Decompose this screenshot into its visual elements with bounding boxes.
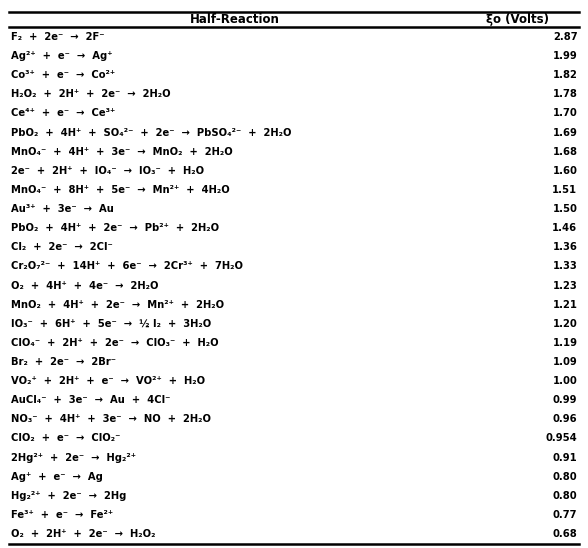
Text: ClO₂  +  e⁻  →  ClO₂⁻: ClO₂ + e⁻ → ClO₂⁻ xyxy=(11,433,120,443)
Text: Co³⁺  +  e⁻  →  Co²⁺: Co³⁺ + e⁻ → Co²⁺ xyxy=(11,70,115,80)
Text: 1.82: 1.82 xyxy=(553,70,577,80)
Text: 0.99: 0.99 xyxy=(553,395,577,405)
Text: MnO₂  +  4H⁺  +  2e⁻  →  Mn²⁺  +  2H₂O: MnO₂ + 4H⁺ + 2e⁻ → Mn²⁺ + 2H₂O xyxy=(11,300,223,310)
Text: O₂  +  4H⁺  +  4e⁻  →  2H₂O: O₂ + 4H⁺ + 4e⁻ → 2H₂O xyxy=(11,281,158,290)
Text: AuCl₄⁻  +  3e⁻  →  Au  +  4Cl⁻: AuCl₄⁻ + 3e⁻ → Au + 4Cl⁻ xyxy=(11,395,170,405)
Text: Ce⁴⁺  +  e⁻  →  Ce³⁺: Ce⁴⁺ + e⁻ → Ce³⁺ xyxy=(11,109,115,118)
Text: Au³⁺  +  3e⁻  →  Au: Au³⁺ + 3e⁻ → Au xyxy=(11,204,113,214)
Text: NO₃⁻  +  4H⁺  +  3e⁻  →  NO  +  2H₂O: NO₃⁻ + 4H⁺ + 3e⁻ → NO + 2H₂O xyxy=(11,414,211,424)
Text: 0.954: 0.954 xyxy=(546,433,577,443)
Text: Ag²⁺  +  e⁻  →  Ag⁺: Ag²⁺ + e⁻ → Ag⁺ xyxy=(11,51,112,61)
Text: 1.00: 1.00 xyxy=(553,376,577,386)
Text: PbO₂  +  4H⁺  +  2e⁻  →  Pb²⁺  +  2H₂O: PbO₂ + 4H⁺ + 2e⁻ → Pb²⁺ + 2H₂O xyxy=(11,223,219,233)
Text: 1.50: 1.50 xyxy=(553,204,577,214)
Text: ξo (Volts): ξo (Volts) xyxy=(486,13,549,26)
Text: 1.23: 1.23 xyxy=(553,281,577,290)
Text: 1.19: 1.19 xyxy=(552,338,577,348)
Text: 1.09: 1.09 xyxy=(553,357,577,367)
Text: Fe³⁺  +  e⁻  →  Fe²⁺: Fe³⁺ + e⁻ → Fe²⁺ xyxy=(11,510,113,520)
Text: 1.78: 1.78 xyxy=(553,89,577,99)
Text: Hg₂²⁺  +  2e⁻  →  2Hg: Hg₂²⁺ + 2e⁻ → 2Hg xyxy=(11,491,126,501)
Text: F₂  +  2e⁻  →  2F⁻: F₂ + 2e⁻ → 2F⁻ xyxy=(11,32,104,42)
Text: 2.87: 2.87 xyxy=(553,32,577,42)
Text: PbO₂  +  4H⁺  +  SO₄²⁻  +  2e⁻  →  PbSO₄²⁻  +  2H₂O: PbO₂ + 4H⁺ + SO₄²⁻ + 2e⁻ → PbSO₄²⁻ + 2H₂… xyxy=(11,128,291,138)
Text: 1.70: 1.70 xyxy=(553,109,577,118)
Text: 0.77: 0.77 xyxy=(553,510,577,520)
Text: 1.51: 1.51 xyxy=(552,185,577,195)
Text: IO₃⁻  +  6H⁺  +  5e⁻  →  ½ I₂  +  3H₂O: IO₃⁻ + 6H⁺ + 5e⁻ → ½ I₂ + 3H₂O xyxy=(11,319,211,329)
Text: 0.91: 0.91 xyxy=(553,453,577,463)
Text: 1.36: 1.36 xyxy=(553,242,577,252)
Text: 0.80: 0.80 xyxy=(553,472,577,482)
Text: VO₂⁺  +  2H⁺  +  e⁻  →  VO²⁺  +  H₂O: VO₂⁺ + 2H⁺ + e⁻ → VO²⁺ + H₂O xyxy=(11,376,205,386)
Text: 1.33: 1.33 xyxy=(553,261,577,271)
Text: Br₂  +  2e⁻  →  2Br⁻: Br₂ + 2e⁻ → 2Br⁻ xyxy=(11,357,116,367)
Text: ClO₄⁻  +  2H⁺  +  2e⁻  →  ClO₃⁻  +  H₂O: ClO₄⁻ + 2H⁺ + 2e⁻ → ClO₃⁻ + H₂O xyxy=(11,338,218,348)
Text: 1.69: 1.69 xyxy=(553,128,577,138)
Text: 2Hg²⁺  +  2e⁻  →  Hg₂²⁺: 2Hg²⁺ + 2e⁻ → Hg₂²⁺ xyxy=(11,453,136,463)
Text: 2e⁻  +  2H⁺  +  IO₄⁻  →  IO₃⁻  +  H₂O: 2e⁻ + 2H⁺ + IO₄⁻ → IO₃⁻ + H₂O xyxy=(11,166,203,176)
Text: 1.21: 1.21 xyxy=(552,300,577,310)
Text: 0.68: 0.68 xyxy=(553,529,577,539)
Text: 1.68: 1.68 xyxy=(552,147,577,157)
Text: 0.96: 0.96 xyxy=(553,414,577,424)
Text: 1.60: 1.60 xyxy=(553,166,577,176)
Text: Cr₂O₇²⁻  +  14H⁺  +  6e⁻  →  2Cr³⁺  +  7H₂O: Cr₂O₇²⁻ + 14H⁺ + 6e⁻ → 2Cr³⁺ + 7H₂O xyxy=(11,261,243,271)
Text: 1.99: 1.99 xyxy=(553,51,577,61)
Text: Cl₂  +  2e⁻  →  2Cl⁻: Cl₂ + 2e⁻ → 2Cl⁻ xyxy=(11,242,112,252)
Text: 1.46: 1.46 xyxy=(552,223,577,233)
Text: Ag⁺  +  e⁻  →  Ag: Ag⁺ + e⁻ → Ag xyxy=(11,472,102,482)
Text: 0.80: 0.80 xyxy=(553,491,577,501)
Text: H₂O₂  +  2H⁺  +  2e⁻  →  2H₂O: H₂O₂ + 2H⁺ + 2e⁻ → 2H₂O xyxy=(11,89,170,99)
Text: 1.20: 1.20 xyxy=(553,319,577,329)
Text: O₂  +  2H⁺  +  2e⁻  →  H₂O₂: O₂ + 2H⁺ + 2e⁻ → H₂O₂ xyxy=(11,529,155,539)
Text: MnO₄⁻  +  4H⁺  +  3e⁻  →  MnO₂  +  2H₂O: MnO₄⁻ + 4H⁺ + 3e⁻ → MnO₂ + 2H₂O xyxy=(11,147,232,157)
Text: Half-Reaction: Half-Reaction xyxy=(191,13,280,26)
Text: MnO₄⁻  +  8H⁺  +  5e⁻  →  Mn²⁺  +  4H₂O: MnO₄⁻ + 8H⁺ + 5e⁻ → Mn²⁺ + 4H₂O xyxy=(11,185,229,195)
